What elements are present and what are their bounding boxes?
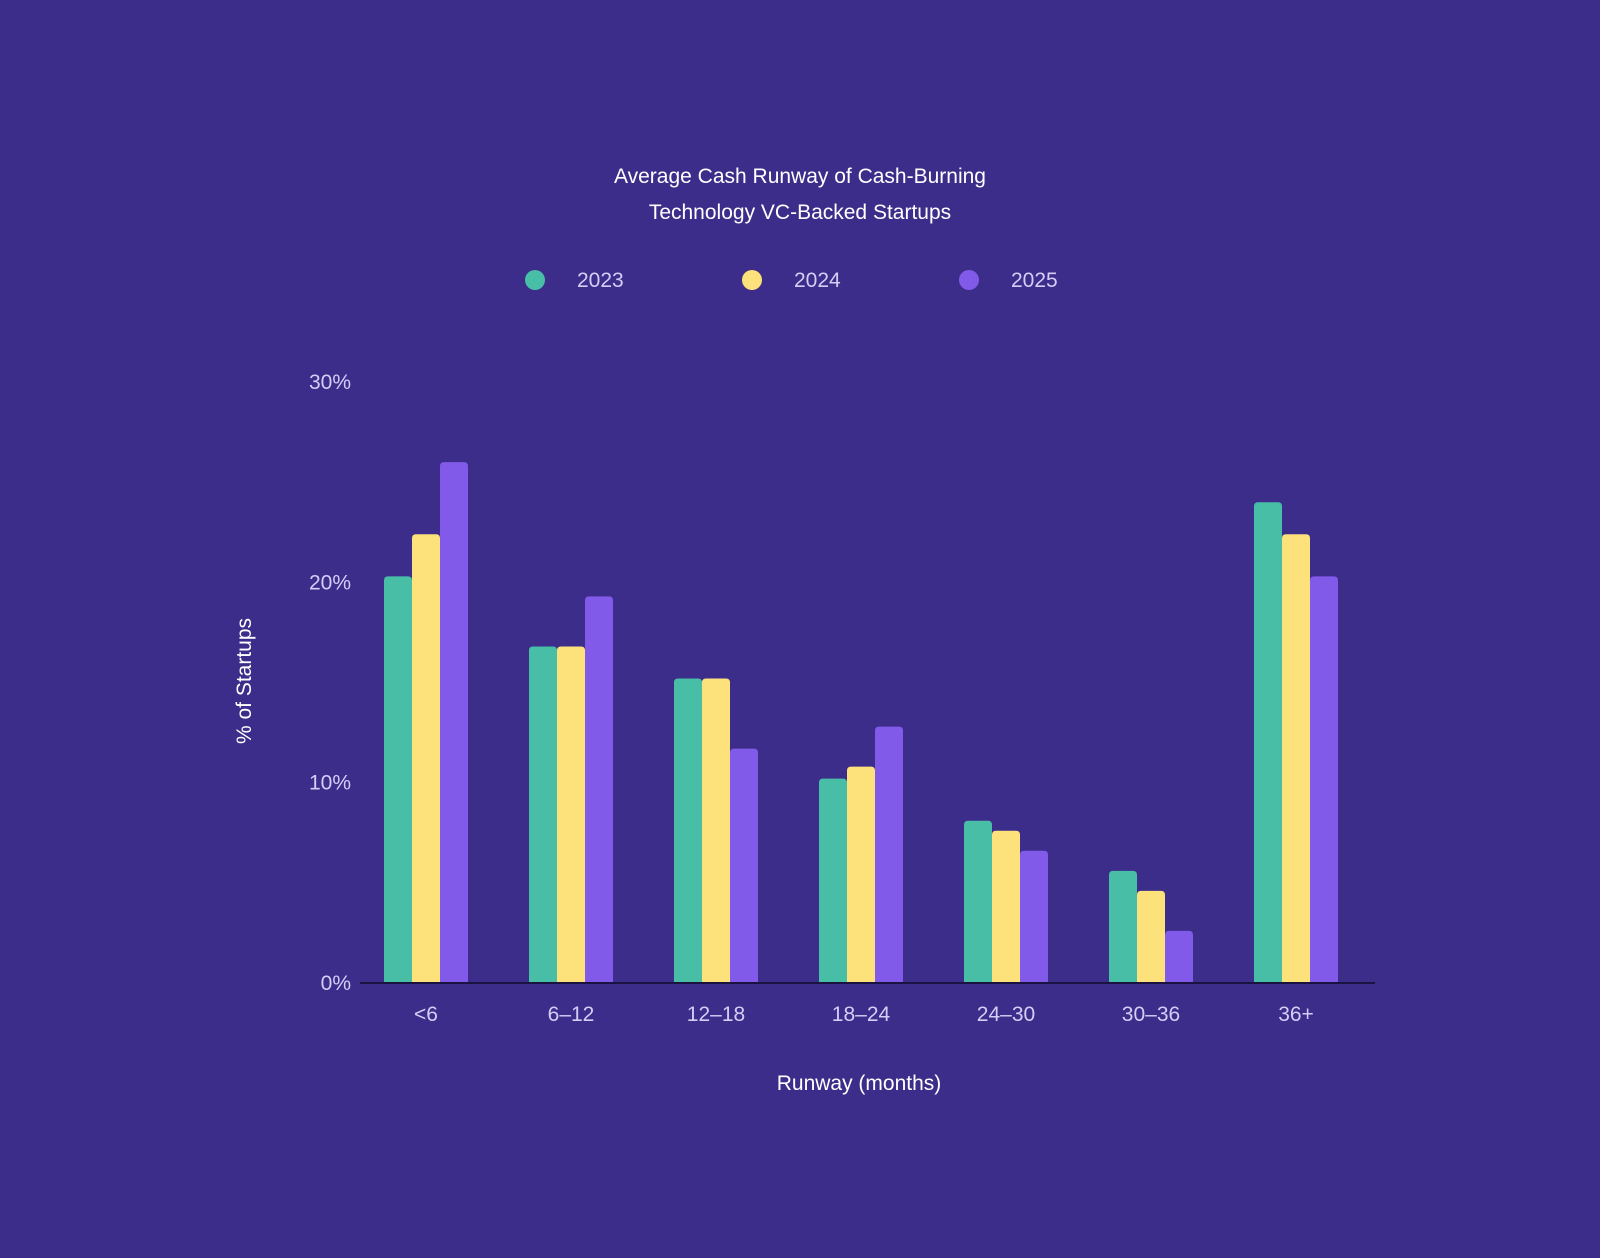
- bar-2025-6: [1310, 576, 1338, 983]
- bar-2023-3: [819, 778, 847, 983]
- bars: [384, 462, 1338, 984]
- bar-2023-4: [964, 820, 992, 983]
- y-tick-label: 0%: [321, 972, 351, 995]
- x-axis-title: Runway (months): [777, 1072, 942, 1095]
- y-axis-title: % of Startups: [233, 618, 256, 744]
- bar-2023-0: [384, 576, 412, 983]
- y-tick-label: 20%: [309, 571, 351, 594]
- bar-2023-1: [529, 646, 557, 983]
- bar-2025-2: [730, 748, 758, 983]
- bar-2024-0: [412, 534, 440, 983]
- legend-marker-2024: [742, 270, 762, 290]
- x-tick-label: 6–12: [548, 1003, 595, 1026]
- bar-2025-0: [440, 462, 468, 984]
- bar-2024-6: [1282, 534, 1310, 983]
- x-tick-label: 30–36: [1122, 1003, 1180, 1026]
- y-axis-ticks: 0% 10% 20% 30%: [309, 371, 351, 995]
- legend-label-2025: 2025: [1011, 269, 1058, 292]
- legend-marker-2023: [525, 270, 545, 290]
- x-axis-ticks: <6 6–12 12–18 18–24 24–30 30–36 36+: [414, 1003, 1314, 1026]
- bar-2024-3: [847, 766, 875, 983]
- legend-marker-2025: [959, 270, 979, 290]
- bar-2023-2: [674, 678, 702, 983]
- x-tick-label: <6: [414, 1003, 438, 1026]
- y-tick-label: 10%: [309, 772, 351, 795]
- legend: 2023 2024 2025: [525, 269, 1058, 292]
- bar-2025-4: [1020, 850, 1048, 983]
- bar-2025-1: [585, 596, 613, 983]
- bar-2024-2: [702, 678, 730, 983]
- x-tick-label: 12–18: [687, 1003, 745, 1026]
- y-tick-label: 30%: [309, 371, 351, 394]
- legend-label-2023: 2023: [577, 269, 624, 292]
- bar-2025-5: [1165, 930, 1193, 983]
- chart-title-line-1: Average Cash Runway of Cash-Burning: [614, 165, 986, 188]
- bar-2025-3: [875, 726, 903, 983]
- x-tick-label: 24–30: [977, 1003, 1035, 1026]
- chart-title-line-2: Technology VC-Backed Startups: [649, 201, 951, 224]
- bar-2024-5: [1137, 890, 1165, 983]
- bar-2024-4: [992, 830, 1020, 983]
- x-tick-label: 36+: [1278, 1003, 1314, 1026]
- bar-2024-1: [557, 646, 585, 983]
- x-tick-label: 18–24: [832, 1003, 891, 1026]
- bar-2023-5: [1109, 870, 1137, 983]
- legend-label-2024: 2024: [794, 269, 841, 292]
- bar-2023-6: [1254, 502, 1282, 983]
